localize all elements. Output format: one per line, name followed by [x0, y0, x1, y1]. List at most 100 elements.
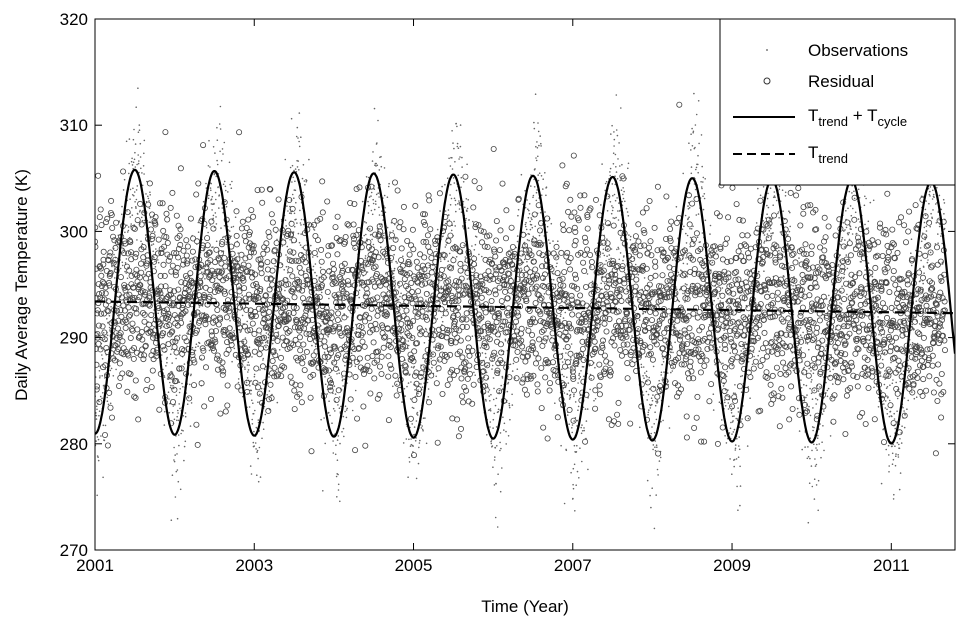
observation-point — [850, 214, 853, 217]
observation-point — [663, 371, 665, 373]
observation-point — [171, 362, 173, 364]
observation-point — [96, 494, 98, 497]
observation-point — [570, 471, 572, 474]
observation-point — [327, 411, 330, 414]
observation-point — [223, 235, 225, 238]
observation-point — [737, 509, 739, 512]
observation-point — [393, 267, 396, 270]
observation-point — [423, 342, 426, 344]
observation-point — [163, 424, 166, 426]
observation-point — [677, 271, 679, 274]
observation-point — [821, 441, 823, 444]
observation-point — [444, 246, 447, 248]
observation-point — [694, 124, 697, 126]
observation-point — [627, 167, 629, 170]
observation-point — [276, 401, 279, 404]
observation-point — [176, 517, 179, 520]
observation-point — [701, 232, 704, 234]
observation-point — [244, 337, 247, 339]
observation-point — [904, 414, 906, 416]
observation-point — [474, 243, 477, 246]
observation-point — [737, 407, 739, 409]
observation-point — [342, 385, 344, 387]
observation-point — [316, 255, 319, 258]
observation-point — [298, 112, 301, 114]
observation-point — [269, 365, 271, 368]
observation-point — [389, 291, 391, 294]
observation-point — [788, 210, 790, 212]
observation-point — [100, 435, 102, 437]
observation-point — [440, 288, 443, 290]
observation-point — [666, 372, 669, 374]
observation-point — [646, 399, 648, 401]
observation-point — [651, 426, 653, 428]
observation-point — [493, 387, 495, 390]
observation-point — [428, 264, 431, 267]
observation-point — [580, 432, 583, 435]
observation-point — [876, 290, 878, 293]
observation-point — [929, 251, 932, 254]
observation-point — [131, 194, 134, 196]
observation-point — [248, 346, 251, 349]
observation-point — [385, 272, 387, 275]
observation-point — [145, 193, 147, 195]
observation-point — [107, 403, 110, 406]
observation-point — [471, 335, 474, 338]
observation-point — [367, 200, 369, 203]
observation-point — [709, 224, 712, 227]
observation-point — [561, 368, 563, 371]
observation-point — [618, 202, 620, 204]
observation-point — [582, 333, 584, 336]
observation-point — [455, 255, 458, 258]
observation-point — [96, 436, 99, 438]
observation-point — [287, 210, 289, 212]
observation-point — [97, 459, 100, 462]
observation-point — [533, 186, 536, 188]
observation-point — [578, 377, 580, 380]
observation-point — [609, 167, 612, 170]
observation-point — [457, 174, 460, 177]
observation-point — [689, 227, 691, 230]
observation-point — [692, 131, 694, 134]
observation-point — [529, 220, 531, 223]
observation-point — [170, 348, 173, 351]
observation-point — [447, 277, 449, 279]
observation-point — [332, 440, 334, 442]
observation-point — [218, 123, 221, 125]
observation-point — [867, 227, 869, 229]
observation-point — [295, 218, 297, 221]
observation-point — [460, 211, 463, 213]
observation-point — [339, 500, 341, 503]
observation-point — [531, 316, 533, 319]
observation-point — [488, 389, 491, 391]
observation-point — [537, 130, 540, 133]
observation-point — [176, 419, 178, 422]
observation-point — [642, 375, 644, 377]
observation-point — [686, 234, 689, 237]
observation-point — [651, 399, 654, 402]
observation-point — [530, 185, 532, 187]
observation-point — [524, 243, 526, 246]
observation-point — [879, 371, 882, 373]
observation-point — [500, 384, 503, 387]
observation-point — [690, 172, 693, 175]
observation-point — [303, 285, 306, 288]
observation-point — [542, 178, 544, 180]
observation-point — [292, 176, 295, 179]
observation-point — [401, 335, 404, 338]
observation-point — [344, 410, 346, 413]
observation-point — [489, 426, 491, 428]
observation-point — [684, 283, 687, 285]
observation-point — [154, 266, 157, 268]
observation-point — [762, 196, 764, 199]
observation-point — [766, 213, 768, 215]
observation-point — [173, 418, 176, 421]
observation-point — [842, 222, 844, 224]
observation-point — [805, 396, 807, 399]
observation-point — [444, 266, 446, 269]
observation-point — [910, 350, 912, 353]
observation-point — [516, 368, 519, 371]
observation-point — [216, 159, 218, 162]
observation-point — [577, 405, 580, 408]
observation-point — [566, 376, 568, 379]
